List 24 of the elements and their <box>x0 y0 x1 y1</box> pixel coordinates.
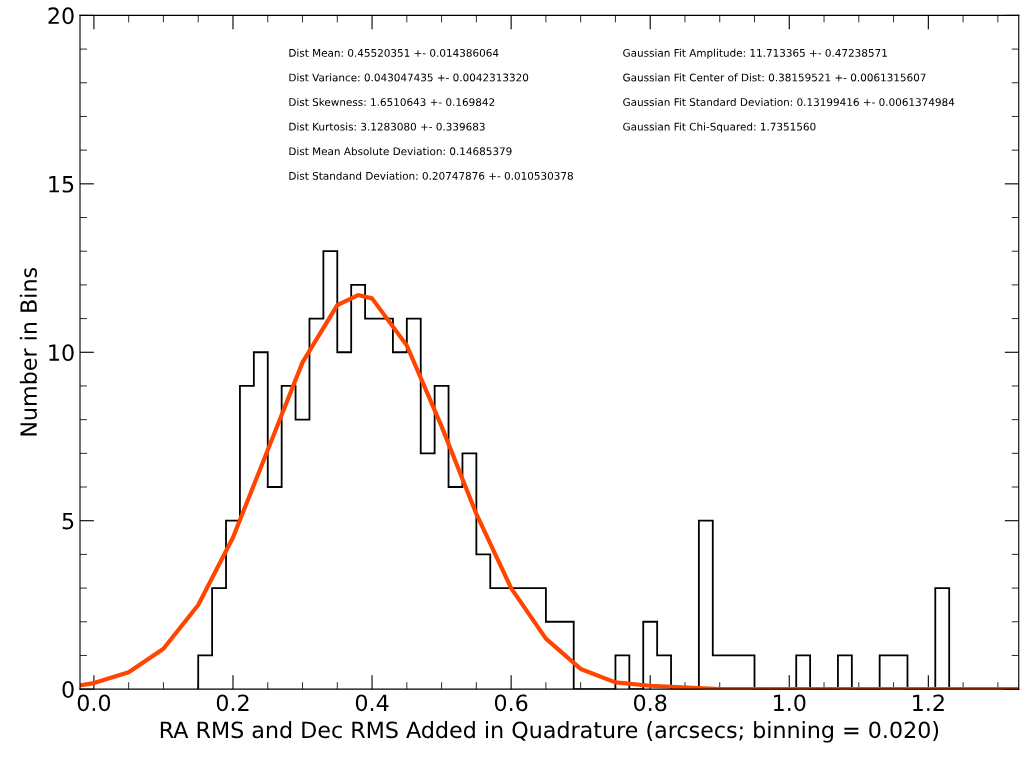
annotation: Dist Skewness: 1.6510643 +- 0.169842 <box>289 97 495 107</box>
x-tick-label: 0.8 <box>633 694 667 712</box>
annotation: Gaussian Fit Chi-Squared: 1.7351560 <box>623 122 816 133</box>
x-tick-label: 0.4 <box>355 694 389 712</box>
x-tick-label: 1.2 <box>913 694 944 711</box>
annotation: Gaussian Fit Amplitude: 11.713365 +- 0.47238571 <box>623 48 887 59</box>
annotation: Gaussian Fit Center of Dist: 0.38159521 +- 0.0061315607 <box>623 73 926 82</box>
annotation: Dist Standand Deviation: 0.20747876 +- 0.010530378 <box>289 171 573 180</box>
annotation: Dist Variance: 0.043047435 +- 0.0042313320 <box>289 73 529 82</box>
y-tick-label: 0 <box>62 681 74 698</box>
annotation: Dist Mean: 0.45520351 +- 0.014386064 <box>289 48 499 57</box>
x-tick-label: 1.0 <box>774 694 806 712</box>
annotation: Dist Kurtosis: 3.1283080 +- 0.339683 <box>289 122 485 131</box>
y-tick-label: 20 <box>48 7 74 25</box>
x-tick-label: 0.0 <box>77 694 111 712</box>
annotation: Gaussian Fit Standard Deviation: 0.13199416 +- 0.0061374984 <box>623 97 955 107</box>
annotation: Dist Mean Absolute Deviation: 0.14685379 <box>289 147 512 156</box>
y-axis-title: Number in Bins <box>19 267 38 436</box>
x-axis-title: RA RMS and Dec RMS Added in Quadrature (arcsecs; binning = 0.020) <box>160 721 939 743</box>
y-tick-label: 5 <box>62 512 74 530</box>
x-tick-label: 0.6 <box>494 694 528 712</box>
x-tick-label: 0.2 <box>216 694 249 712</box>
y-tick-label: 15 <box>49 176 74 193</box>
y-tick-label: 10 <box>49 344 74 362</box>
